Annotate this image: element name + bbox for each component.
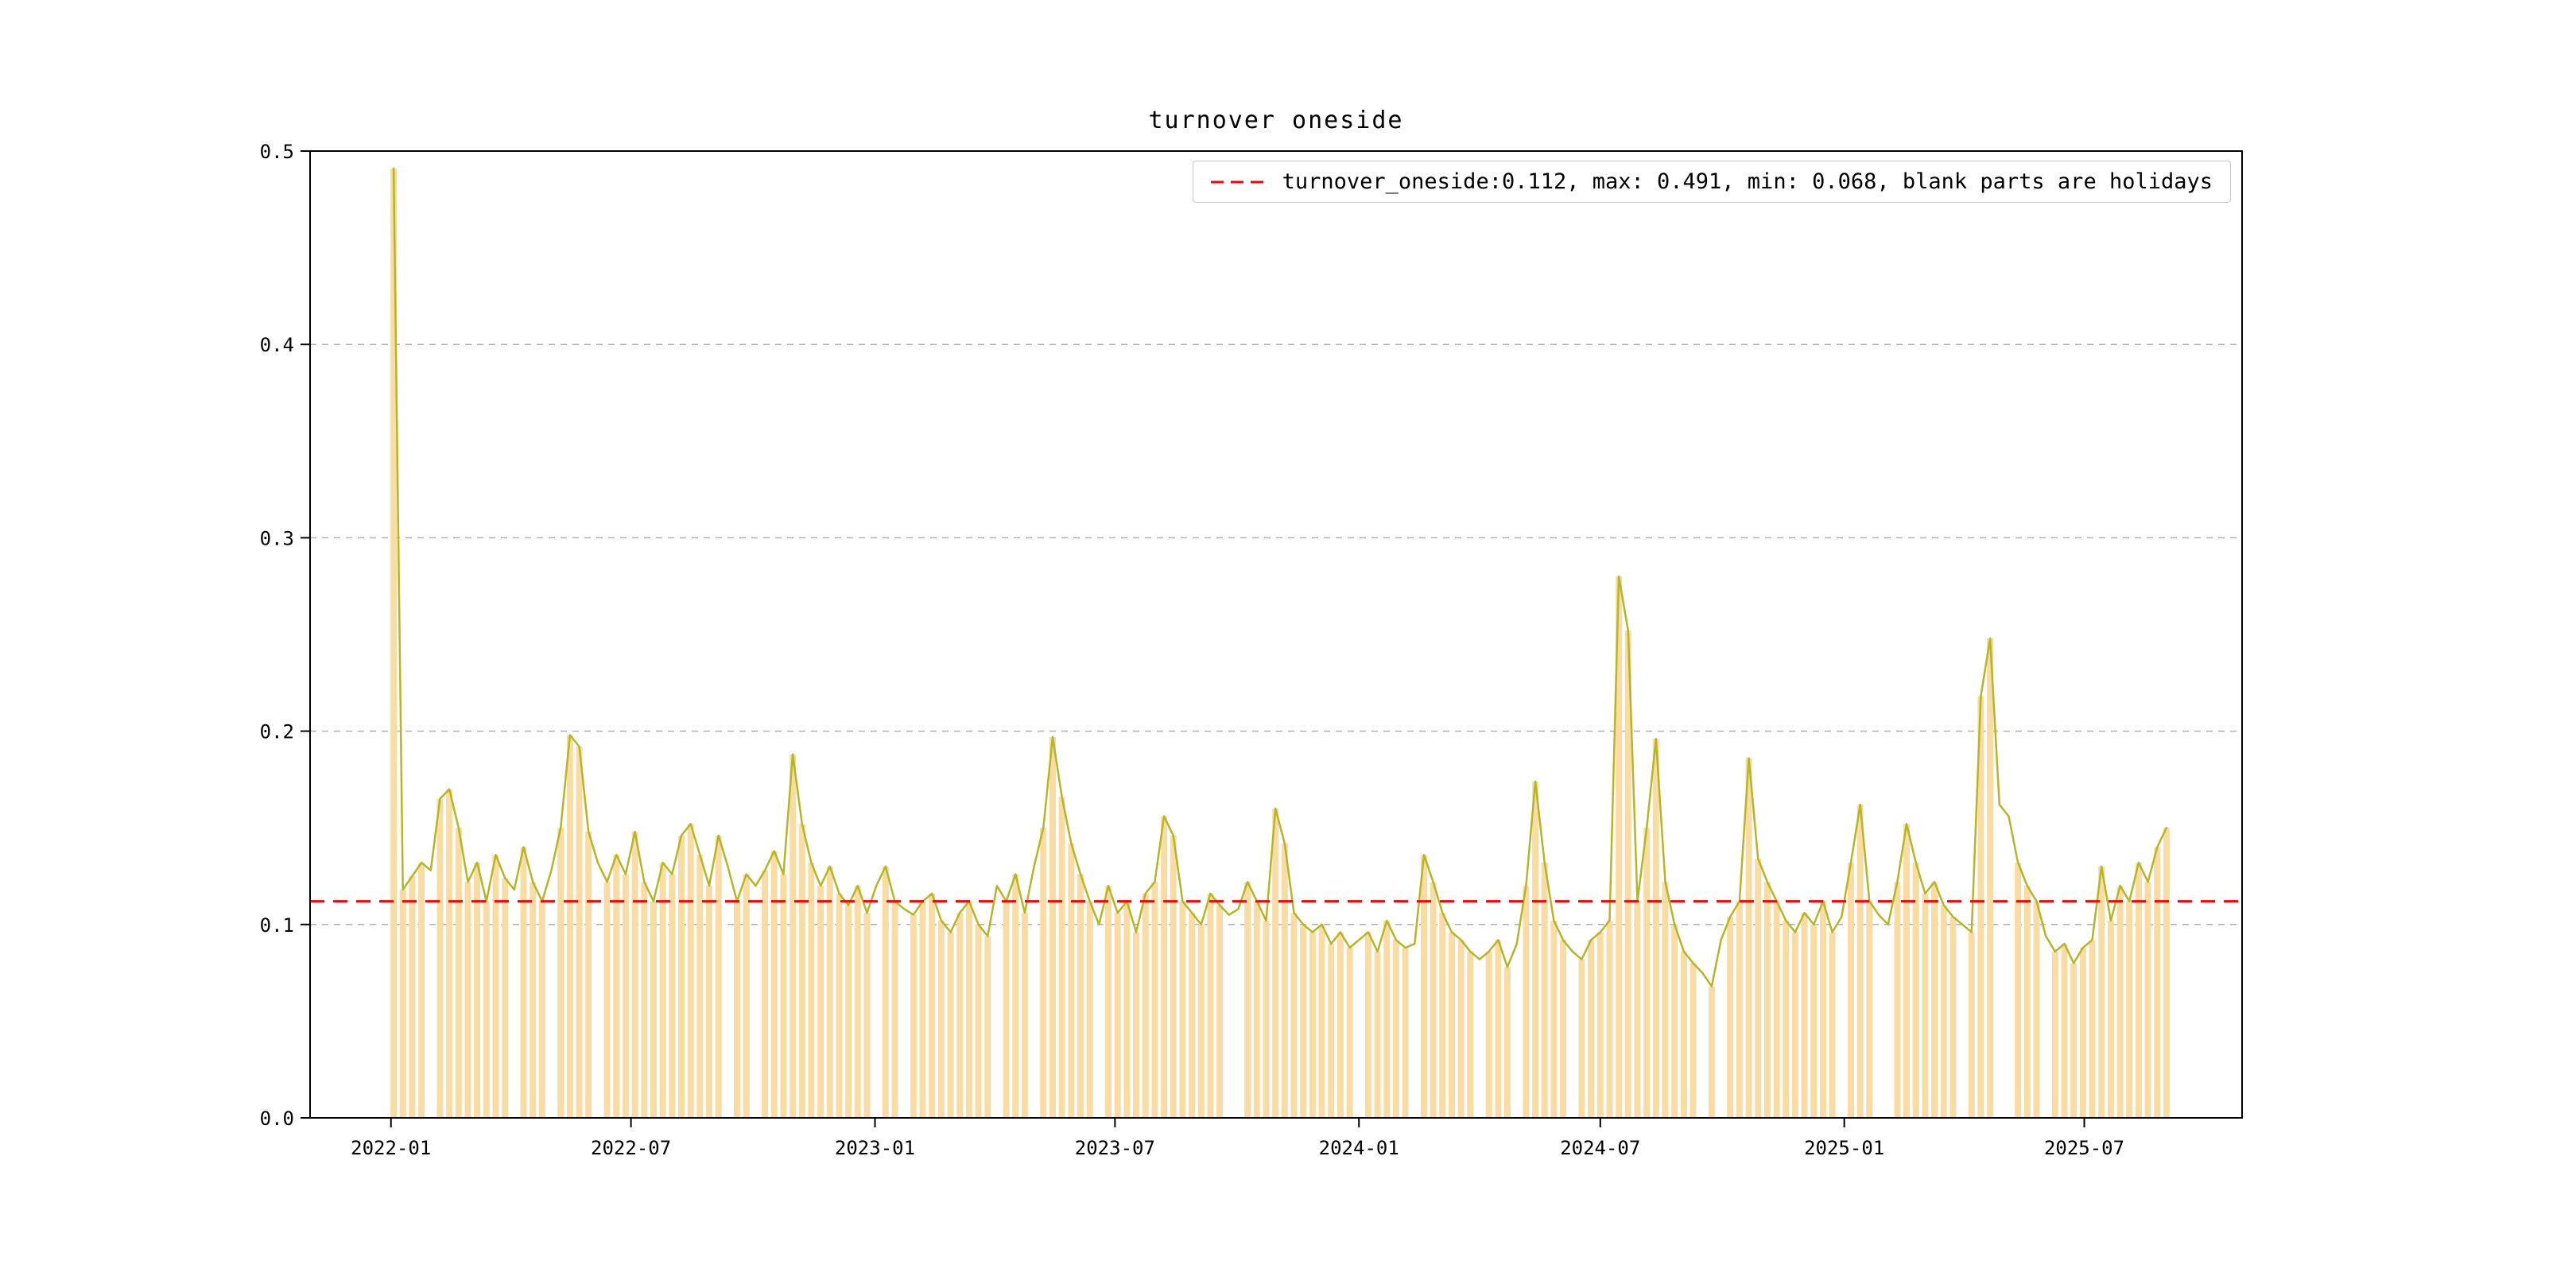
svg-text:0.1: 0.1: [260, 914, 294, 937]
svg-text:2024-07: 2024-07: [1560, 1137, 1640, 1159]
svg-text:0.4: 0.4: [260, 334, 294, 356]
legend-dashed-line-icon: [1210, 179, 1268, 185]
chart-title: turnover oneside: [1148, 107, 1404, 134]
svg-text:0.5: 0.5: [260, 141, 294, 163]
svg-text:2023-01: 2023-01: [835, 1137, 915, 1159]
svg-text:2025-07: 2025-07: [2044, 1137, 2124, 1159]
svg-text:2022-01: 2022-01: [351, 1137, 431, 1159]
svg-text:2024-01: 2024-01: [1319, 1137, 1399, 1159]
svg-text:2025-01: 2025-01: [1804, 1137, 1884, 1159]
x-axis: 2022-01 2022-07 2023-01 2023-07 2024-01 2024-…: [351, 1118, 2124, 1159]
turnover-line: [392, 167, 2168, 987]
legend: turnover_oneside:0.112, max: 0.491, min:…: [1192, 161, 2231, 203]
svg-text:0.0: 0.0: [260, 1108, 294, 1130]
svg-text:2023-07: 2023-07: [1075, 1137, 1155, 1159]
plot-border: [309, 150, 2243, 1119]
daily-bars: [390, 168, 2170, 1118]
svg-text:0.3: 0.3: [260, 527, 294, 549]
svg-text:0.2: 0.2: [260, 721, 294, 743]
svg-text:2022-07: 2022-07: [591, 1137, 671, 1159]
y-axis: 0.0 0.1 0.2 0.3 0.4 0.5: [260, 141, 310, 1130]
legend-label: turnover_oneside:0.112, max: 0.491, min:…: [1282, 169, 2213, 194]
